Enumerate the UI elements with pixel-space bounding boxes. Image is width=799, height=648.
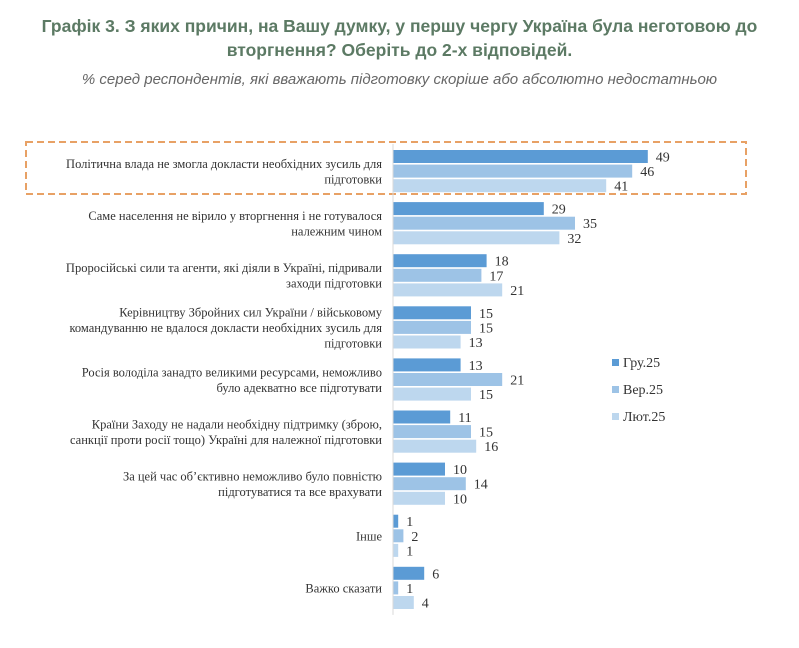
category-label: Керівництву Збройних сил України / війсь…	[69, 305, 382, 350]
category-label-line: підготовки	[324, 172, 382, 186]
bar	[393, 477, 466, 491]
category-label-line: Керівництву Збройних сил України / війсь…	[119, 305, 383, 319]
category-label-line: підготовки	[324, 336, 382, 350]
category-label: Саме населення не вірило у вторгнення і …	[88, 209, 382, 239]
value-label: 2	[411, 530, 418, 545]
category-label: За цей час об’єктивно неможливо було пов…	[123, 469, 382, 499]
value-label: 35	[583, 217, 597, 232]
category-label-line: Саме населення не вірило у вторгнення і …	[88, 209, 382, 223]
category-label: Країни Заходу не надали необхідну підтри…	[70, 417, 382, 447]
legend-swatch	[612, 359, 619, 366]
category-label-line: Росія володіла занадто великими ресурсам…	[82, 365, 382, 379]
bar	[393, 216, 575, 230]
legend-label: Вер.25	[623, 383, 663, 398]
category-label: Інше	[356, 529, 382, 543]
value-label: 13	[469, 336, 483, 351]
value-label: 4	[422, 597, 429, 612]
bar	[393, 462, 445, 476]
bar	[393, 202, 544, 216]
value-label: 21	[510, 284, 524, 299]
chart-title: Графік 3. З яких причин, на Вашу думку, …	[0, 14, 799, 62]
value-label: 15	[479, 388, 493, 403]
category-label: Росія володіла занадто великими ресурсам…	[82, 365, 383, 395]
bar	[393, 387, 471, 401]
legend-swatch	[612, 413, 619, 420]
category-label: Важко сказати	[305, 581, 382, 595]
category-label-line: Країни Заходу не надали необхідну підтри…	[92, 417, 382, 431]
value-label: 41	[614, 180, 628, 195]
value-label: 29	[552, 203, 566, 218]
category-label: Політична влада не змогла докласти необх…	[66, 157, 382, 187]
bar	[393, 306, 471, 320]
value-label: 49	[656, 151, 670, 166]
category-label-line: санкції проти росії тощо) Україні для на…	[70, 433, 382, 447]
bar	[393, 514, 399, 528]
chart-subtitle: % серед респондентів, які вважають підго…	[81, 71, 718, 88]
bar	[393, 268, 482, 282]
legend-swatch	[612, 386, 619, 393]
value-label: 15	[479, 307, 493, 322]
bar	[393, 543, 399, 557]
value-label: 14	[474, 478, 488, 493]
value-label: 32	[567, 232, 581, 247]
value-label: 1	[406, 515, 413, 530]
bar	[393, 164, 633, 178]
bar	[393, 491, 445, 505]
legend-label: Гру.25	[623, 356, 660, 371]
chart-title-line-1: Графік 3. З яких причин, на Вашу думку, …	[41, 16, 758, 36]
value-label: 1	[406, 544, 413, 559]
value-label: 18	[495, 255, 509, 270]
value-label: 6	[432, 567, 439, 582]
category-label-line: Політична влада не змогла докласти необх…	[66, 157, 382, 171]
value-label: 10	[453, 492, 467, 507]
value-label: 15	[479, 321, 493, 336]
value-label: 17	[489, 269, 503, 284]
bar	[393, 335, 461, 349]
bar	[393, 566, 425, 580]
category-label: Проросійські сили та агенти, які діяли в…	[66, 261, 382, 291]
bar	[393, 410, 451, 424]
bar	[393, 439, 477, 453]
category-label-line: заходи підготовки	[286, 277, 382, 291]
bar	[393, 283, 503, 297]
bar	[393, 596, 414, 609]
category-label-line: командуванню не вдалося докласти необхід…	[69, 321, 382, 335]
bar	[393, 373, 503, 386]
bar	[393, 150, 648, 163]
chart-title-line-2: вторгнення? Оберіть до 2-х відповідей.	[226, 40, 573, 60]
value-label: 21	[510, 374, 524, 389]
bar	[393, 581, 399, 595]
category-label-line: Важко сказати	[305, 581, 382, 595]
bar	[393, 254, 487, 268]
value-label: 46	[640, 165, 654, 180]
bar	[393, 529, 404, 543]
value-label: 10	[453, 463, 467, 478]
category-label-line: було адекватно все підготувати	[216, 381, 382, 395]
bar	[393, 231, 560, 245]
value-label: 11	[458, 411, 471, 426]
category-label-line: За цей час об’єктивно неможливо було пов…	[123, 469, 382, 483]
category-label-line: підготуватися та все врахувати	[218, 485, 382, 499]
value-label: 16	[484, 440, 498, 455]
value-label: 1	[406, 582, 413, 597]
category-label-line: належним чином	[291, 224, 382, 238]
bar	[393, 425, 471, 439]
category-label-line: Проросійські сили та агенти, які діяли в…	[66, 261, 382, 275]
category-label-line: Інше	[356, 529, 382, 543]
value-label: 15	[479, 426, 493, 441]
highlight-box	[25, 141, 747, 195]
value-label: 13	[469, 359, 483, 374]
bar	[393, 179, 607, 193]
bar	[393, 358, 461, 372]
legend-label: Лют.25	[623, 410, 665, 425]
bar	[393, 320, 471, 334]
